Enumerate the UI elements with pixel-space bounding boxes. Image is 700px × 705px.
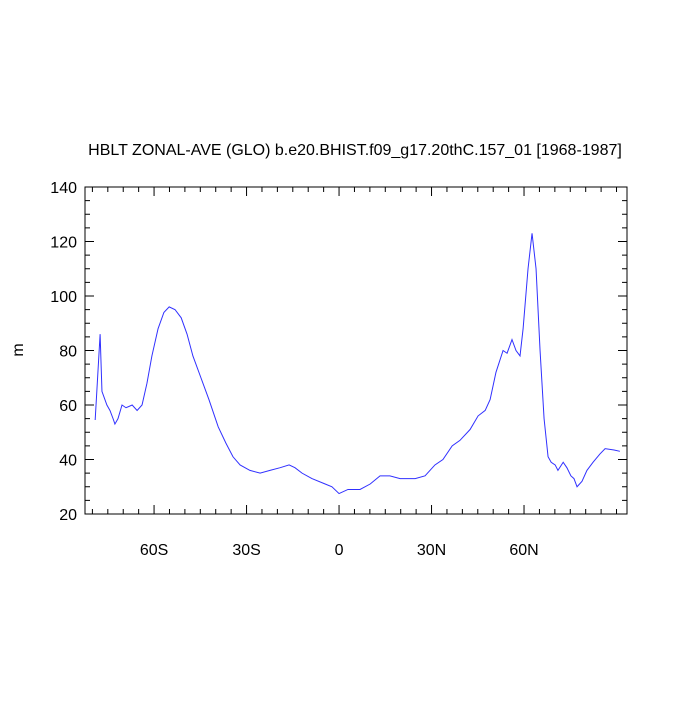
x-tick-label: 60S	[140, 542, 168, 559]
x-tick-label: 0	[335, 542, 344, 559]
y-tick-label: 120	[50, 235, 77, 252]
chart-title: HBLT ZONAL-AVE (GLO) b.e20.BHIST.f09_g17…	[88, 142, 622, 159]
plot-frame	[84, 186, 628, 515]
y-tick-label: 20	[59, 507, 77, 524]
y-tick-label: 60	[59, 398, 77, 415]
data-line	[94, 233, 621, 495]
x-tick-label: 30S	[232, 542, 260, 559]
y-tick-label: 80	[59, 344, 77, 361]
y-tick-label: 140	[50, 180, 77, 197]
y-tick-label: 100	[50, 289, 77, 306]
x-tick-label: 60N	[509, 542, 538, 559]
x-tick-label: 30N	[417, 542, 446, 559]
y-tick-label: 40	[59, 453, 77, 470]
y-axis-label: m	[10, 343, 27, 356]
